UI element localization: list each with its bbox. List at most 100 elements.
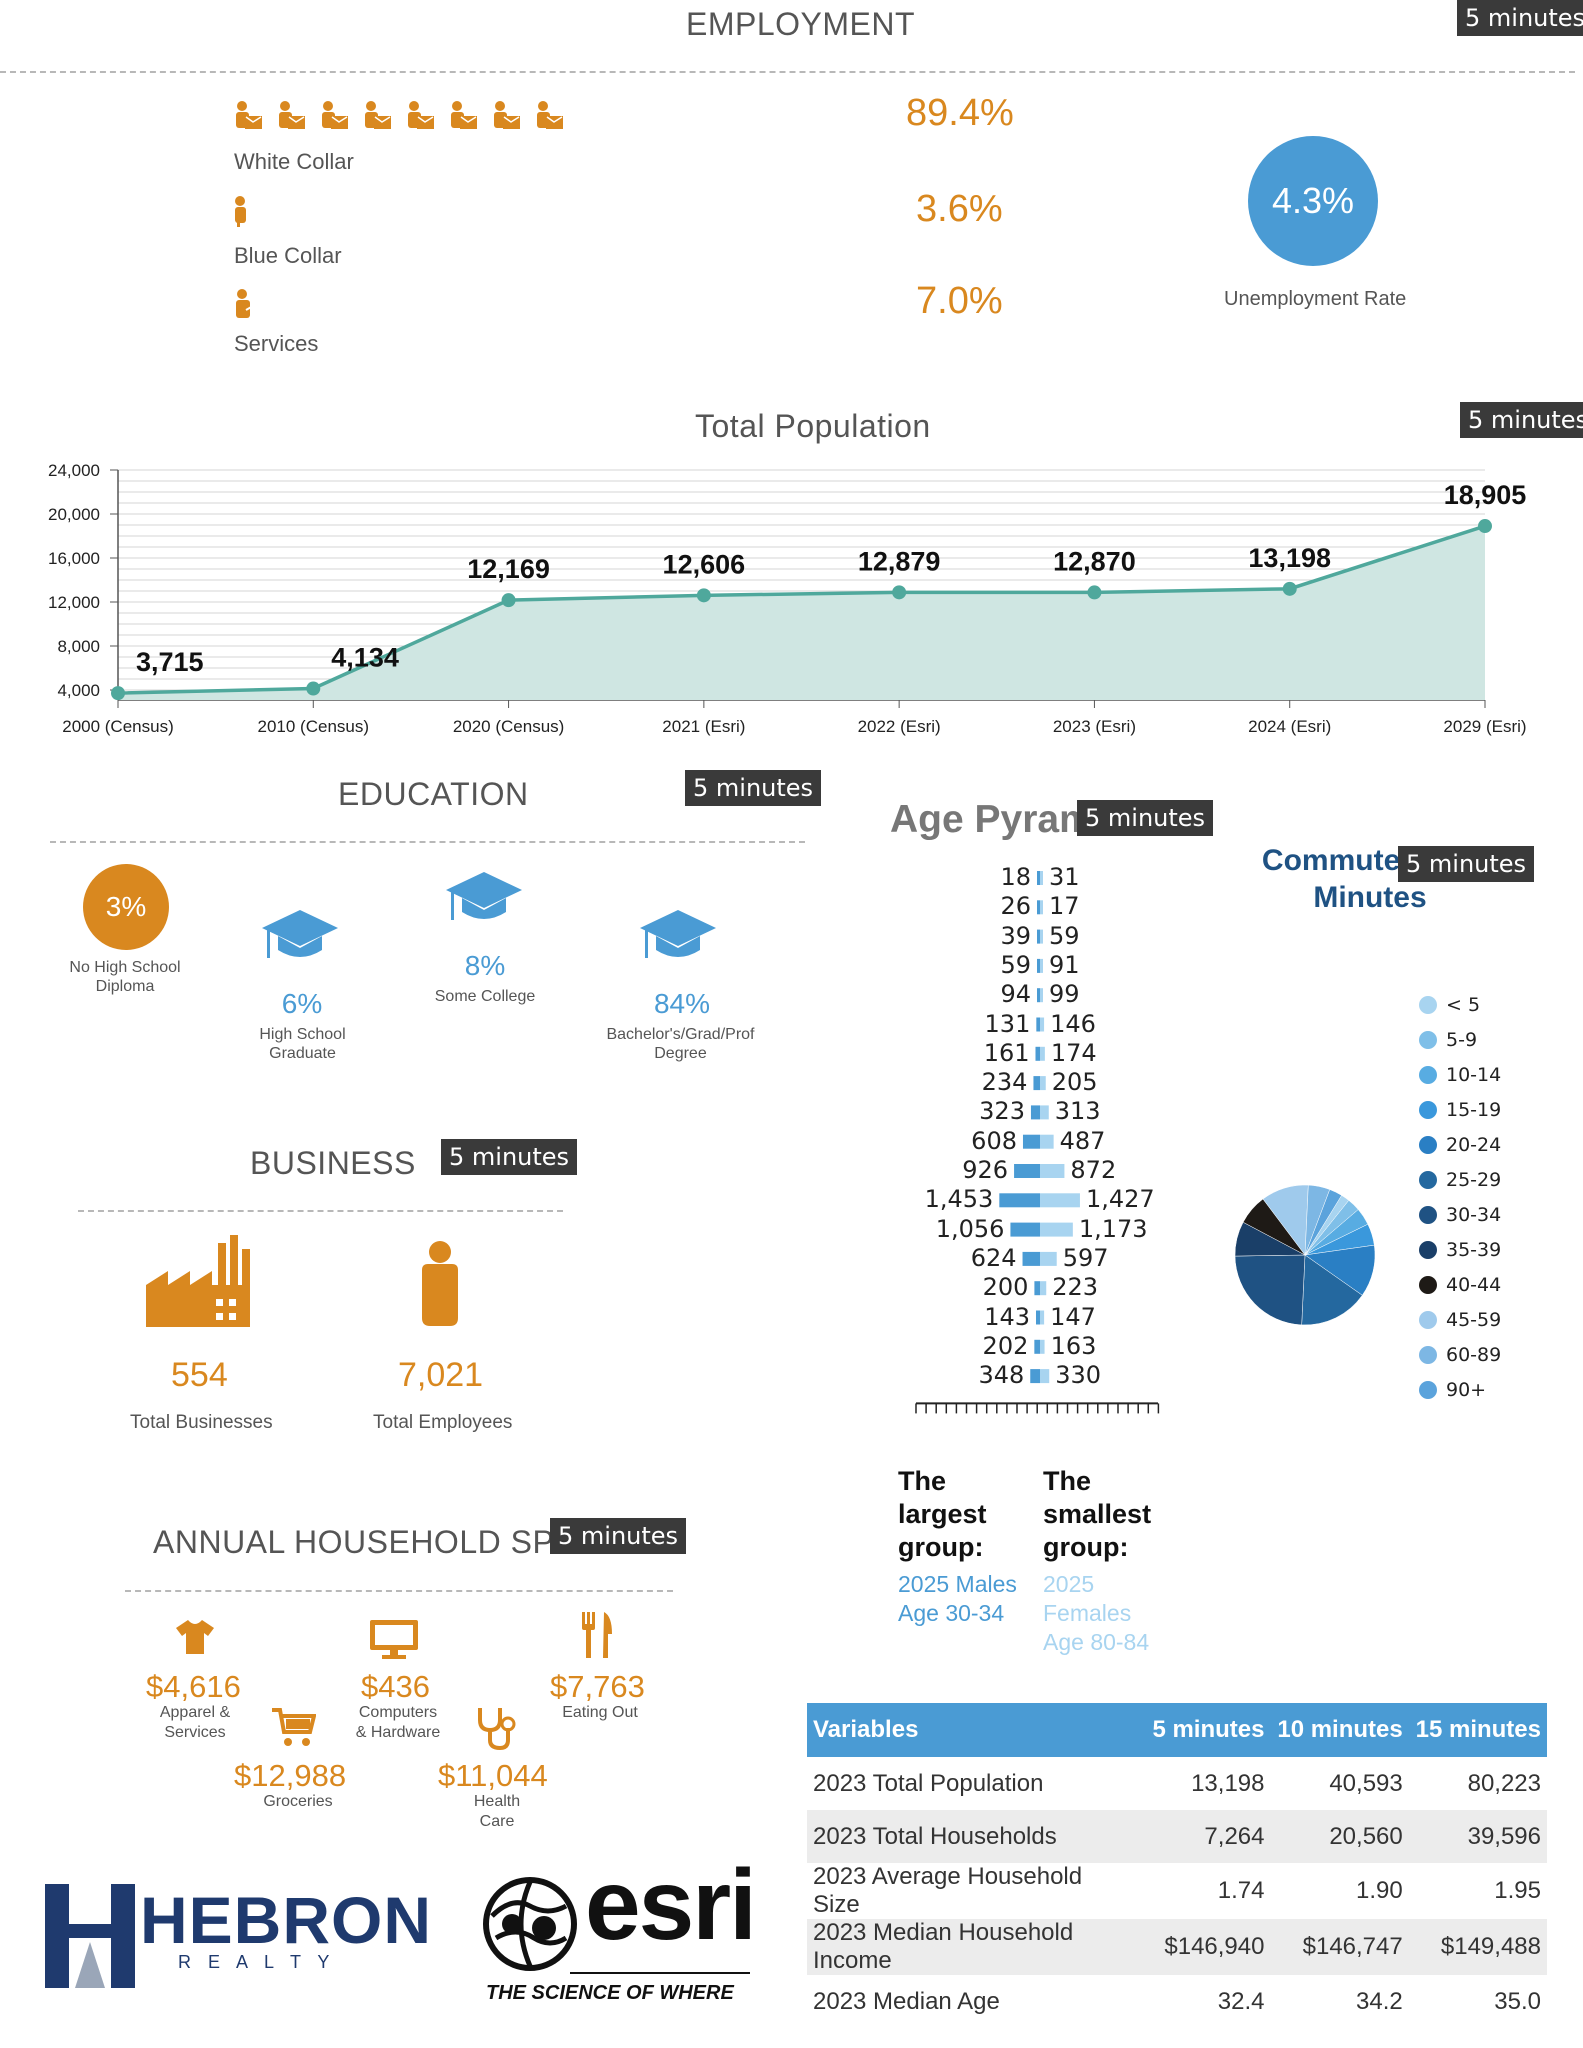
pyramid-female-value: 1,427 bbox=[1085, 1185, 1155, 1214]
graduation-cap-icon bbox=[446, 872, 522, 943]
pyramid-female-value: 330 bbox=[1055, 1361, 1102, 1390]
office-worker-icon bbox=[276, 100, 306, 132]
male-bar bbox=[1036, 1017, 1040, 1032]
table-cell-value: $149,488 bbox=[1408, 1919, 1547, 1975]
office-worker-icon bbox=[319, 100, 349, 132]
female-bar bbox=[1040, 1310, 1045, 1325]
table-cell-value: 20,560 bbox=[1270, 1810, 1409, 1863]
population-area bbox=[118, 526, 1485, 700]
pyramid-female-value: 313 bbox=[1054, 1097, 1101, 1126]
pyramid-female-value: 17 bbox=[1049, 892, 1080, 921]
male-bar bbox=[1037, 958, 1040, 973]
health-label-line2: Care bbox=[479, 1813, 515, 1830]
apparel-label-line1: Apparel & bbox=[159, 1704, 231, 1721]
legend-swatch bbox=[1419, 1171, 1437, 1189]
legend-label: 20-24 bbox=[1446, 1134, 1502, 1156]
table-row: 2023 Total Households 7,264 20,560 39,596 bbox=[807, 1810, 1547, 1863]
male-bar bbox=[1030, 1369, 1040, 1384]
pyramid-male-value: 94 bbox=[1000, 980, 1031, 1009]
y-tick-label: 8,000 bbox=[57, 637, 100, 656]
female-bar bbox=[1040, 900, 1043, 915]
legend-label: 35-39 bbox=[1446, 1239, 1502, 1261]
pyramid-male-value: 608 bbox=[971, 1126, 1017, 1155]
table-cell-variable: 2023 Average Household Size bbox=[813, 1863, 1083, 1918]
smallest-title: The smallest group: bbox=[1043, 1466, 1152, 1562]
variables-table: Variables 5 minutes 10 minutes 15 minute… bbox=[807, 1703, 1547, 2028]
no-diploma-label: No High School Diploma bbox=[69, 959, 181, 995]
legend-label: 40-44 bbox=[1446, 1274, 1502, 1296]
table-row: 2023 Median Age 32.4 34.2 35.0 bbox=[807, 1975, 1547, 2028]
education-title: EDUCATION bbox=[338, 776, 529, 812]
pyramid-male-value: 18 bbox=[1000, 863, 1031, 891]
esri-name: esri bbox=[585, 1849, 757, 1961]
pyramid-female-value: 597 bbox=[1062, 1243, 1109, 1272]
unemployment-circle: 4.3% bbox=[1248, 136, 1378, 266]
white-collar-label: White Collar bbox=[234, 149, 354, 174]
esri-tagline: THE SCIENCE OF WHERE bbox=[486, 1982, 734, 2004]
male-bar bbox=[1022, 1251, 1040, 1266]
health-amount: $11,044 bbox=[438, 1758, 548, 1793]
female-bar bbox=[1040, 1076, 1046, 1091]
male-bar bbox=[1037, 871, 1040, 885]
unemployment-label: Unemployment Rate bbox=[1224, 288, 1407, 310]
time-tag: 5 minutes bbox=[1457, 0, 1583, 36]
col-header-15min: 15 minutes bbox=[1408, 1703, 1547, 1757]
pyramid-male-value: 202 bbox=[982, 1331, 1029, 1360]
male-bar bbox=[1034, 1281, 1040, 1296]
male-bar bbox=[1014, 1164, 1040, 1178]
population-point bbox=[306, 681, 321, 696]
table-cell-value: 34.2 bbox=[1356, 1987, 1403, 2015]
legend-label: 90+ bbox=[1446, 1379, 1487, 1401]
employee-icon bbox=[416, 1240, 464, 1333]
graduation-cap-icon bbox=[262, 910, 338, 981]
x-tick-label: 2000 (Census) bbox=[62, 717, 174, 736]
legend-swatch bbox=[1419, 1206, 1437, 1224]
pyramid-female-value: 205 bbox=[1051, 1068, 1098, 1097]
computers-label-line2: & Hardware bbox=[355, 1724, 441, 1741]
pyramid-male-value: 59 bbox=[1000, 950, 1031, 979]
female-bar bbox=[1040, 988, 1043, 1003]
table-cell-value: 40,593 bbox=[1329, 1769, 1403, 1797]
pyramid-male-value: 348 bbox=[978, 1361, 1025, 1390]
legend-swatch bbox=[1419, 1276, 1437, 1294]
female-bar bbox=[1040, 1193, 1080, 1208]
pyramid-chart: 60%35101540 bbox=[915, 871, 1160, 1414]
female-bar bbox=[1040, 1105, 1049, 1120]
male-bar bbox=[1037, 988, 1040, 1003]
pyramid-male-value: 1,056 bbox=[935, 1214, 1005, 1243]
pyramid-male-value: 143 bbox=[984, 1302, 1030, 1331]
female-bar bbox=[1040, 1017, 1045, 1032]
pyramid-male-value: 1,453 bbox=[924, 1185, 994, 1214]
office-worker-icon bbox=[233, 100, 263, 132]
office-worker-icon bbox=[534, 100, 564, 132]
legend-swatch bbox=[1419, 1241, 1437, 1259]
pyramid-female-value: 174 bbox=[1050, 1038, 1097, 1067]
table-cell-value: 80,223 bbox=[1467, 1769, 1541, 1797]
worker-icon bbox=[233, 195, 249, 232]
male-bar bbox=[1033, 1076, 1040, 1091]
population-point bbox=[1087, 585, 1102, 600]
pyramid-male-value: 39 bbox=[1000, 921, 1031, 950]
time-tag: 5 minutes bbox=[1460, 402, 1583, 438]
commute-title-line2: Minutes bbox=[1313, 881, 1427, 914]
eating-out-amount: $7,763 bbox=[550, 1669, 645, 1704]
pyramid-male-value: 26 bbox=[1000, 892, 1031, 921]
hebron-name: HEBRON bbox=[140, 1883, 433, 1957]
legend-label: 45-59 bbox=[1446, 1309, 1502, 1331]
hebron-logo bbox=[45, 1884, 135, 1993]
legend-swatch bbox=[1419, 996, 1437, 1014]
computers-amount: $436 bbox=[361, 1669, 430, 1704]
groceries-amount: $12,988 bbox=[234, 1758, 347, 1793]
table-cell-variable: 2023 Total Population bbox=[813, 1769, 1044, 1797]
y-tick-label: 24,000 bbox=[48, 461, 100, 480]
utensils-icon bbox=[580, 1612, 614, 1663]
table-cell-value: 1.95 bbox=[1494, 1877, 1541, 1904]
population-point bbox=[1282, 581, 1297, 596]
population-value-label: 12,879 bbox=[858, 546, 941, 576]
apparel-label: Apparel & Services bbox=[135, 1703, 255, 1743]
legend-swatch bbox=[1419, 1136, 1437, 1154]
time-tag: 5 minutes bbox=[550, 1518, 687, 1554]
table-cell-value: $146,747 bbox=[1270, 1919, 1409, 1975]
computers-label-line1: Computers bbox=[358, 1704, 438, 1721]
divider bbox=[0, 71, 1575, 73]
